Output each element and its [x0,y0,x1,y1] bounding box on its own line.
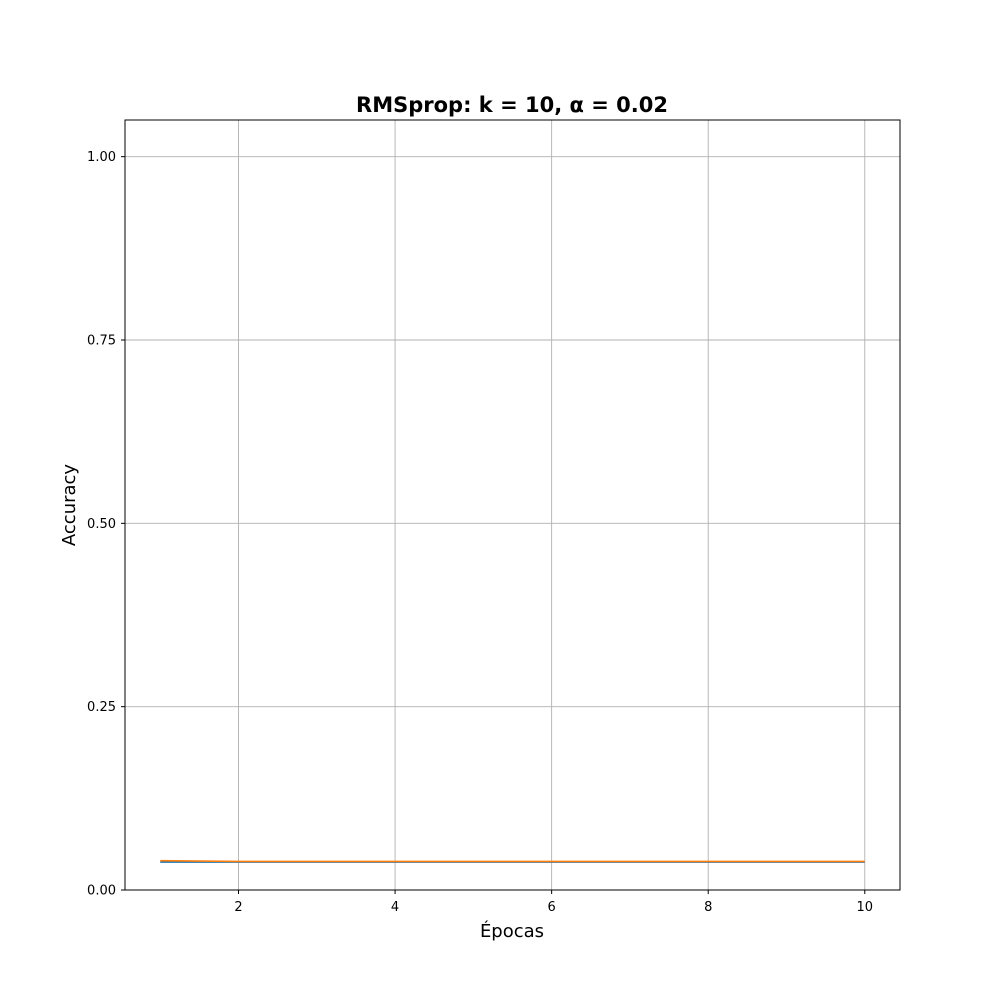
chart-title: RMSprop: k = 10, α = 0.02 [356,93,668,117]
ticks: 2 4 6 8 10 0.00 0.25 0.50 0.75 1.00 [87,150,873,915]
y-tick-label: 0.75 [87,334,116,349]
y-tick-label: 0.50 [87,517,116,532]
x-tick-label: 10 [856,900,873,915]
x-axis-label: Épocas [480,920,544,942]
x-tick-label: 6 [548,900,556,915]
y-axis-label: Accuracy [59,464,80,547]
x-tick-label: 2 [234,900,242,915]
grid [125,120,900,891]
y-tick-label: 1.00 [87,150,116,165]
y-tick-label: 0.25 [87,700,116,715]
series-lines [160,859,865,863]
y-tick-label: 0.00 [87,884,116,899]
x-tick-label: 8 [704,900,712,915]
series-line-2 [160,859,865,863]
plot-frame [124,119,901,891]
x-tick-label: 4 [391,900,399,915]
